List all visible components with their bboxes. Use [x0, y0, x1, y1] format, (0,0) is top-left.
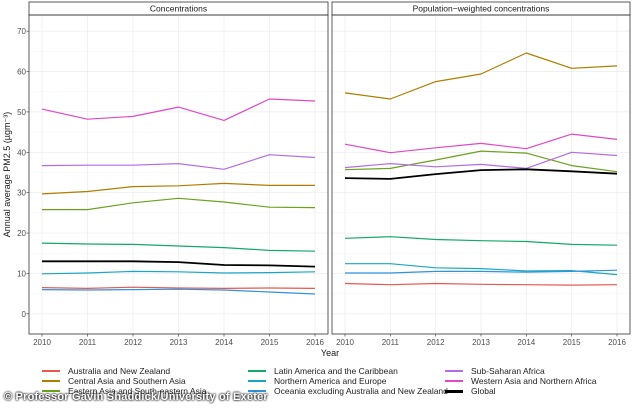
panel-title: Concentrations: [150, 4, 207, 14]
y-tick-label: 0: [22, 310, 27, 319]
x-tick-label: 2014: [215, 338, 233, 347]
x-tick-label: 2013: [170, 338, 188, 347]
x-tick-label: 2016: [306, 338, 324, 347]
legend-label: Western Asia and Northern Africa: [471, 376, 597, 386]
series-line-australia-and-new-zealand: [344, 282, 618, 286]
legend-swatch: [445, 380, 463, 382]
legend-item: Australia and New Zealand: [42, 366, 170, 376]
legend-label: Australia and New Zealand: [68, 366, 171, 376]
y-axis-title: Annual average PM2.5 (µgm⁻³): [2, 112, 12, 238]
x-axis-title: Year: [321, 348, 339, 358]
legend-item: Northern America and Europe: [248, 376, 386, 386]
legend-swatch: [42, 380, 60, 382]
y-tick-label: 30: [17, 189, 26, 198]
legend-swatch: [248, 370, 266, 372]
y-tick-label: 60: [17, 68, 26, 77]
series-line-sub-saharan-africa: [344, 151, 618, 169]
y-tick-label: 50: [17, 108, 26, 117]
series-line-latin-america-and-the-caribbean: [41, 242, 316, 252]
legend-swatch: [445, 389, 463, 393]
legend-label: Central Asia and Southern Asia: [68, 376, 186, 386]
legend-label: Sub-Saharan Africa: [471, 366, 545, 376]
y-tick-label: 70: [17, 27, 26, 36]
series-line-australia-and-new-zealand: [41, 286, 316, 289]
legend-item: Western Asia and Northern Africa: [445, 376, 597, 386]
legend-label: Oceania excluding Australia and New Zeal…: [274, 386, 448, 396]
legend-swatch: [248, 380, 266, 382]
y-tick-label: 10: [17, 269, 26, 278]
panel-border: [28, 14, 329, 335]
legend-swatch: [445, 370, 463, 372]
series-line-western-asia-and-northern-africa: [41, 98, 316, 122]
legend-label: Northern America and Europe: [274, 376, 387, 386]
y-tick-label: 40: [17, 148, 26, 157]
x-tick-label: 2015: [563, 338, 581, 347]
legend-swatch: [42, 390, 60, 392]
x-tick-label: 2012: [427, 338, 445, 347]
series-line-eastern-asia-and-south-eastern-asia: [42, 197, 316, 211]
legend-label: Latin America and the Caribbean: [274, 366, 398, 376]
x-tick-label: 2010: [33, 338, 51, 347]
series-line-global: [42, 260, 316, 268]
x-tick-label: 2014: [517, 338, 535, 347]
x-tick-label: 2013: [472, 338, 490, 347]
legend-swatch: [42, 370, 60, 372]
x-tick-label: 2015: [261, 338, 279, 347]
panel-border: [331, 14, 631, 335]
legend-label: Global: [471, 386, 496, 396]
x-tick-label: 2011: [79, 338, 97, 347]
series-line-northern-america-and-europe: [345, 263, 618, 276]
series-line-latin-america-and-the-caribbean: [344, 236, 618, 246]
legend-item: Eastern Asia and South-eastern Asia: [42, 386, 206, 396]
legend-item: Latin America and the Caribbean: [248, 366, 398, 376]
legend-item: Sub-Saharan Africa: [445, 366, 545, 376]
image-credit: © Professor Gavin Shaddick/University of…: [4, 391, 268, 403]
series-line-central-asia-and-southern-asia: [344, 52, 618, 100]
x-tick-label: 2011: [382, 338, 400, 347]
x-tick-label: 2012: [124, 338, 142, 347]
y-tick-label: 20: [17, 229, 26, 238]
series-line-global: [344, 168, 618, 180]
series-line-sub-saharan-africa: [41, 154, 316, 170]
x-tick-label: 2016: [608, 338, 626, 347]
x-tick-label: 2010: [336, 338, 354, 347]
legend-item: Global: [445, 386, 496, 396]
series-line-oceania-excluding-australia-and-new-zealand: [41, 288, 316, 295]
legend-item: Oceania excluding Australia and New Zeal…: [248, 386, 448, 396]
series-line-eastern-asia-and-south-eastern-asia: [344, 150, 618, 173]
panel-title: Population−weighted concentrations: [413, 4, 550, 14]
series-line-central-asia-and-southern-asia: [41, 182, 315, 195]
legend-swatch: [248, 390, 266, 392]
legend-item: Central Asia and Southern Asia: [42, 376, 186, 386]
series-line-oceania-excluding-australia-and-new-zealand: [345, 269, 618, 274]
series-line-northern-america-and-europe: [41, 270, 316, 275]
series-line-western-asia-and-northern-africa: [344, 133, 618, 154]
legend-label: Eastern Asia and South-eastern Asia: [68, 386, 207, 396]
